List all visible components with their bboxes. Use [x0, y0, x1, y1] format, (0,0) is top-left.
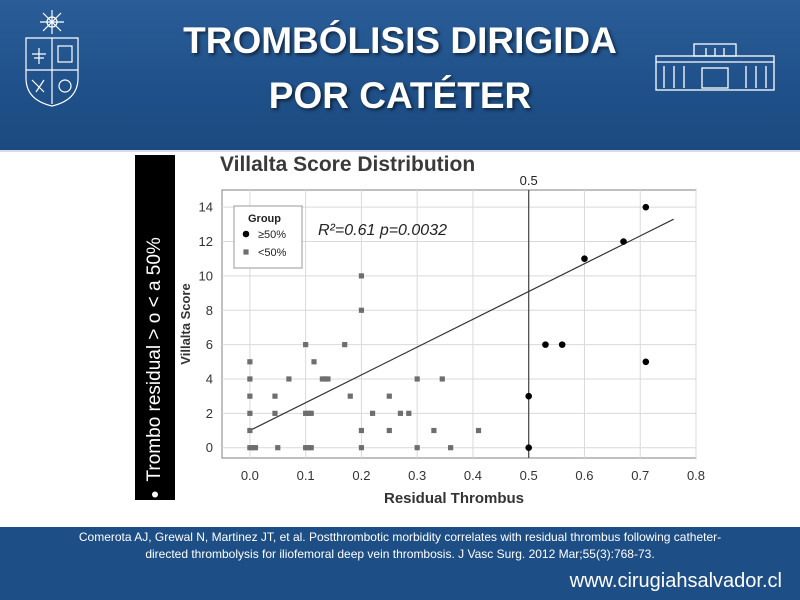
bullet-point: Trombo residual > o < a 50% — [135, 155, 175, 500]
x-tick-label: 0.2 — [352, 468, 370, 483]
data-point-square — [369, 410, 376, 416]
data-point-square — [305, 445, 312, 451]
header-banner — [0, 0, 800, 150]
data-point-square — [305, 410, 312, 416]
legend-label: <50% — [258, 247, 287, 259]
y-tick-label: 10 — [199, 268, 213, 283]
y-tick-label: 6 — [206, 337, 213, 352]
data-point-circle — [581, 255, 588, 263]
data-point-square — [358, 307, 365, 313]
data-point-square — [386, 427, 392, 434]
y-tick-label: 0 — [206, 440, 213, 455]
chart-legend: Group ≥50% <50% — [233, 205, 303, 269]
data-point-circle — [642, 358, 650, 366]
data-point-square — [358, 273, 365, 279]
x-tick-label: 0.1 — [297, 468, 315, 483]
data-point-square — [475, 427, 482, 434]
regression-line — [249, 218, 674, 432]
data-point-square — [250, 445, 256, 451]
data-point-square — [247, 445, 253, 451]
data-point-square — [342, 342, 348, 348]
data-point-square — [358, 427, 365, 434]
data-point-square — [431, 427, 437, 434]
legend-title: Group — [248, 213, 281, 225]
y-tick-label: 2 — [206, 406, 213, 421]
x-tick-label: 0.7 — [631, 468, 649, 483]
slide-title-line2: POR CATÉTER — [268, 75, 532, 116]
data-point-circle — [525, 392, 533, 400]
data-point-square — [252, 445, 259, 451]
data-point-square — [386, 393, 392, 399]
y-tick-label: 12 — [199, 234, 213, 249]
x-tick-label: 0.5 — [520, 468, 538, 483]
data-point-square — [414, 445, 420, 451]
data-point-square — [286, 376, 292, 382]
website-url[interactable]: www.cirugiahsalvador.cl — [569, 570, 782, 592]
citation: Comerota AJ, Grewal N, Martinez JT, et a… — [10, 529, 790, 563]
x-axis-label: Residual Thrombus — [384, 490, 524, 507]
y-axis-label: Villalta Score — [178, 283, 193, 364]
y-tick-label: 14 — [199, 200, 213, 215]
x-tick-label: 0.8 — [687, 468, 705, 483]
data-point-square — [272, 393, 278, 399]
data-point-square — [439, 376, 445, 382]
data-points — [247, 203, 650, 451]
bullet-dot-icon — [152, 491, 158, 498]
data-point-square — [303, 445, 309, 451]
data-point-square — [406, 410, 412, 416]
data-point-square — [247, 410, 253, 416]
data-point-square — [308, 445, 314, 451]
citation-line2: directed thrombolysis for iliofemoral de… — [145, 547, 655, 561]
bullet-box — [135, 155, 175, 500]
data-point-square — [448, 445, 454, 451]
y-tick-label: 8 — [206, 303, 213, 318]
university-crest-icon — [25, 10, 79, 107]
bullet-text: Trombo residual > o < a 50% — [144, 237, 165, 482]
data-point-square — [272, 410, 278, 416]
threshold-label: 0.5 — [520, 173, 538, 188]
citation-line1: Comerota AJ, Grewal N, Martinez JT, et a… — [78, 530, 722, 544]
legend-marker-circle — [242, 230, 250, 238]
axis-ticks: 0.0 0.1 0.2 0.3 0.4 0.5 0.6 0.7 0.8 0 2 4 6 8 10 12 14 — [199, 200, 706, 483]
building-logo-icon — [655, 43, 775, 91]
data-point-square — [247, 393, 253, 399]
data-point-square — [303, 410, 309, 416]
stats-annotation: R²=0.61 p=0.0032 — [318, 222, 447, 239]
data-point-circle — [558, 341, 566, 348]
x-tick-label: 0.0 — [241, 468, 259, 483]
legend-marker-square — [243, 249, 249, 255]
content-panel — [0, 150, 800, 527]
data-point-circle — [642, 203, 650, 211]
data-point-square — [247, 427, 253, 434]
legend-label: ≥50% — [258, 229, 286, 241]
data-point-square — [247, 376, 253, 382]
data-point-square — [358, 445, 365, 451]
data-point-square — [303, 342, 309, 348]
slide-title-line1: TROMBÓLISIS DIRIGIDA — [183, 20, 617, 61]
data-point-circle — [542, 341, 549, 348]
data-point-square — [308, 410, 314, 416]
x-tick-label: 0.6 — [575, 468, 593, 483]
chart-title: Villalta Score Distribution — [220, 153, 476, 176]
data-point-square — [275, 445, 281, 451]
data-point-circle — [620, 238, 627, 245]
data-point-square — [322, 376, 328, 382]
data-point-square — [319, 376, 325, 382]
data-point-square — [347, 393, 353, 399]
data-point-circle — [525, 444, 533, 451]
data-point-square — [325, 376, 331, 382]
x-tick-label: 0.4 — [464, 468, 482, 483]
data-point-square — [311, 359, 317, 365]
data-point-square — [247, 359, 253, 365]
data-point-square — [397, 410, 404, 416]
x-tick-label: 0.3 — [408, 468, 426, 483]
y-tick-label: 4 — [206, 371, 213, 386]
data-point-square — [414, 376, 420, 382]
